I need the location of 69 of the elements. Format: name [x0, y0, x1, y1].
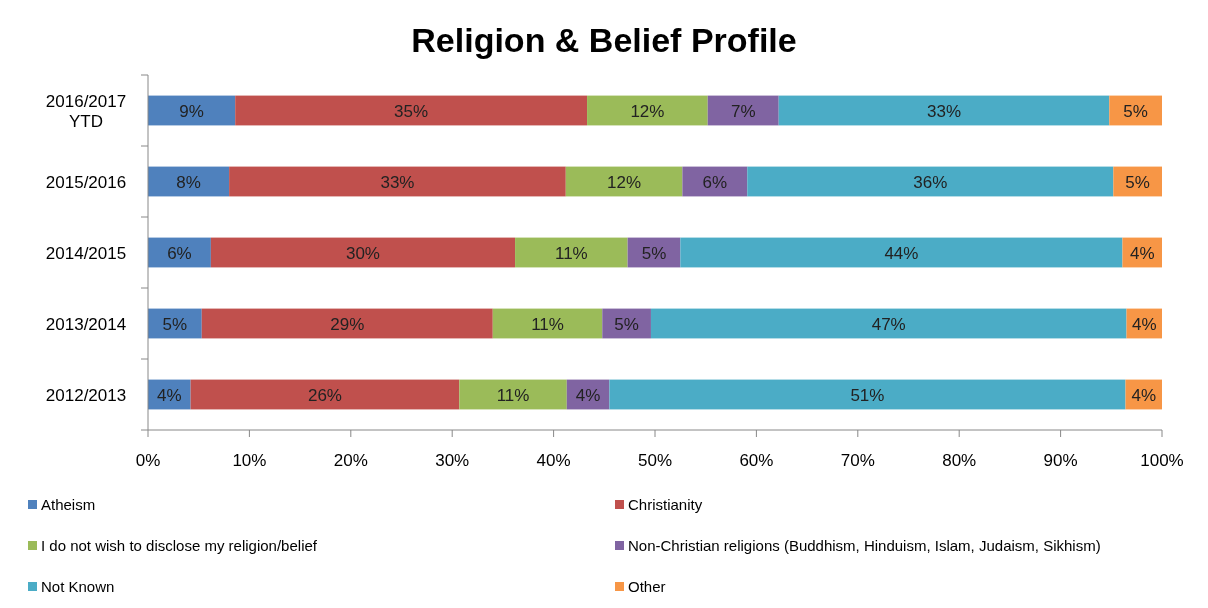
y-tick-label: 2015/2016	[45, 172, 127, 192]
data-label: 36%	[913, 172, 948, 192]
data-label: 12%	[607, 172, 642, 192]
legend-label: Christianity	[628, 496, 703, 513]
data-label: 33%	[380, 172, 415, 192]
data-label: 4%	[1131, 385, 1157, 405]
x-tick-label: 10%	[232, 451, 267, 470]
data-label: 47%	[871, 314, 906, 334]
data-label: 12%	[630, 101, 665, 121]
data-label: 44%	[884, 243, 919, 263]
y-tick-label: 2012/2013	[45, 385, 127, 405]
data-label: 11%	[554, 243, 588, 263]
bar	[210, 237, 516, 268]
data-label: 30%	[345, 243, 380, 263]
data-label: 6%	[702, 172, 728, 192]
data-label: 5%	[614, 314, 639, 334]
data-label: 29%	[330, 314, 365, 334]
data-label: 6%	[167, 243, 192, 263]
legend-label: Not Known	[41, 578, 115, 595]
bar	[587, 95, 708, 126]
bar	[459, 379, 567, 410]
bar	[609, 379, 1126, 410]
x-tick-label: 20%	[333, 451, 368, 470]
data-label: 5%	[641, 243, 667, 263]
data-label: 9%	[179, 101, 204, 121]
bar	[747, 166, 1114, 197]
x-tick-label: 50%	[637, 451, 673, 470]
bar	[492, 308, 603, 339]
legend-label: Non-Christian religions (Buddhism, Hinduism, Islam, Judaism, Sikhism)	[628, 537, 1101, 554]
bar	[235, 95, 588, 126]
x-tick-label: 70%	[840, 451, 875, 470]
y-tick-label: 2013/2014	[45, 314, 127, 334]
bar	[778, 95, 1110, 126]
data-label: 11%	[531, 314, 564, 334]
x-tick-label: 30%	[435, 451, 470, 470]
data-label: 33%	[926, 101, 962, 121]
bar	[707, 95, 779, 126]
y-tick-label: 2016/2017 YTD	[45, 91, 127, 131]
x-tick-label: 60%	[739, 451, 774, 470]
data-label: 5%	[1125, 172, 1150, 192]
bar	[680, 237, 1123, 268]
data-label: 4%	[575, 385, 601, 405]
bar	[229, 166, 566, 197]
data-label: 7%	[730, 101, 756, 121]
data-label: 4%	[1131, 314, 1157, 334]
x-tick-label: 100%	[1140, 451, 1184, 470]
x-tick-label: 90%	[1043, 451, 1078, 470]
bar	[515, 237, 628, 268]
bar	[650, 308, 1127, 339]
data-label: 5%	[162, 314, 188, 334]
legend-label: Atheism	[41, 496, 96, 513]
data-label: 4%	[157, 385, 182, 405]
data-label: 5%	[1123, 101, 1148, 121]
data-label: 8%	[176, 172, 201, 192]
data-label: 51%	[850, 385, 885, 405]
legend-label: Other	[628, 578, 666, 595]
data-label: 26%	[307, 385, 342, 405]
y-tick-label: 2014/2015	[45, 243, 127, 263]
x-tick-label: 0%	[135, 451, 161, 470]
x-tick-label: 80%	[942, 451, 977, 470]
bar	[201, 308, 493, 339]
bar	[190, 379, 460, 410]
data-label: 11%	[496, 385, 530, 405]
legend-label: I do not wish to disclose my religion/belief	[41, 537, 318, 554]
data-label: 35%	[394, 101, 429, 121]
data-label: 4%	[1129, 243, 1155, 263]
chart-title: Religion & Belief Profile	[411, 21, 797, 59]
bar	[565, 166, 683, 197]
x-tick-label: 40%	[536, 451, 571, 470]
